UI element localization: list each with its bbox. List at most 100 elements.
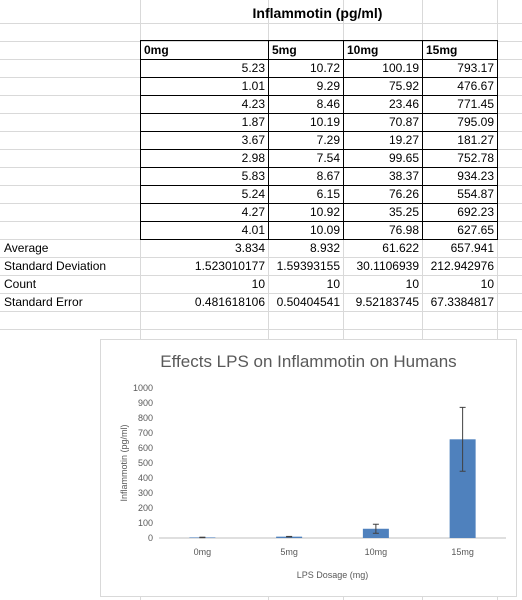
table-cell[interactable]: 4.27 [241,205,265,219]
stat-cell[interactable]: 9.52183745 [355,295,419,309]
table-cell[interactable]: 10.72 [309,61,340,75]
y-tick-label: 300 [138,488,153,498]
stat-cell[interactable]: 0.50404541 [276,295,340,309]
table-border [140,167,498,168]
stat-cell[interactable]: 657.941 [450,241,494,255]
table-cell[interactable]: 75.92 [388,79,419,93]
table-cell[interactable]: 35.25 [388,205,419,219]
stat-cell[interactable]: 10 [480,277,494,291]
table-cell[interactable]: 627.65 [457,223,494,237]
gridline [0,257,522,258]
table-cell[interactable]: 554.87 [457,187,494,201]
stat-cell[interactable]: 8.932 [309,241,340,255]
table-cell[interactable]: 70.87 [388,115,419,129]
stat-cell[interactable]: 1.59393155 [276,259,340,273]
column-header-15mg[interactable]: 15mg [426,43,458,57]
table-cell[interactable]: 5.83 [241,169,265,183]
table-cell[interactable]: 3.67 [241,133,265,147]
table-cell[interactable]: 76.98 [388,223,419,237]
table-border [140,185,498,186]
y-tick-label: 0 [148,533,153,543]
table-border [140,40,498,41]
table-cell[interactable]: 19.27 [388,133,419,147]
stat-label[interactable]: Average [4,241,49,255]
table-cell[interactable]: 10.92 [309,205,340,219]
table-cell[interactable]: 9.29 [316,79,340,93]
table-cell[interactable]: 8.67 [316,169,340,183]
table-cell[interactable]: 771.45 [457,97,494,111]
table-cell[interactable]: 10.19 [309,115,340,129]
table-cell[interactable]: 99.65 [388,151,419,165]
table-border [140,40,141,240]
table-cell[interactable]: 476.67 [457,79,494,93]
table-border [140,239,498,240]
table-cell[interactable]: 100.19 [382,61,419,75]
stat-cell[interactable]: 30.1106939 [356,259,419,273]
stat-cell[interactable]: 3.834 [234,241,265,255]
chart-title: Effects LPS on Inflammotin on Humans [160,352,457,371]
y-tick-label: 800 [138,413,153,423]
table-border [140,95,498,96]
gridline [0,329,522,330]
table-border [140,149,498,150]
table-cell[interactable]: 5.24 [241,187,265,201]
table-cell[interactable]: 1.01 [241,79,265,93]
gridline [422,0,423,600]
stat-cell[interactable]: 67.3384817 [430,295,494,309]
sheet-title[interactable]: Inflammotin (pg/ml) [252,5,383,21]
column-header-0mg[interactable]: 0mg [144,43,169,57]
stat-cell[interactable]: 10 [326,277,340,291]
gridline [343,0,344,600]
stat-cell[interactable]: 1.523010177 [194,259,265,273]
bar-chart-svg: 0 100 200 300 400 500 600 700 800 900 1000 0mg 5mg 10… [119,383,506,580]
stat-cell[interactable]: 61.622 [382,241,419,255]
table-cell[interactable]: 10.09 [309,223,340,237]
table-border [343,40,344,240]
table-cell[interactable]: 934.23 [457,169,494,183]
table-cell[interactable]: 4.23 [241,97,265,111]
x-axis-title: LPS Dosage (mg) [297,570,369,580]
gridline [0,23,522,24]
table-border [497,40,498,240]
stat-cell[interactable]: 10 [251,277,265,291]
table-cell[interactable]: 181.27 [457,133,494,147]
column-header-10mg[interactable]: 10mg [347,43,379,57]
stat-label[interactable]: Count [4,277,37,291]
stat-label[interactable]: Standard Error [4,295,83,309]
table-border [140,203,498,204]
stat-cell[interactable]: 10 [405,277,419,291]
y-tick-label: 500 [138,458,153,468]
stat-cell[interactable]: 0.481618106 [194,295,265,309]
stat-cell[interactable]: 212.942976 [430,259,494,273]
table-cell[interactable]: 7.54 [316,151,340,165]
table-cell[interactable]: 793.17 [457,61,494,75]
y-axis-title: Inflammotin (pg/ml) [119,424,129,501]
gridline [0,41,522,42]
table-cell[interactable]: 23.46 [388,97,419,111]
gridline [0,293,522,294]
table-border [140,113,498,114]
column-header-5mg[interactable]: 5mg [272,43,297,57]
table-cell[interactable]: 1.87 [241,115,265,129]
x-tick-label: 10mg [365,547,388,557]
y-tick-label: 700 [138,428,153,438]
table-border [268,40,269,240]
chart[interactable]: Effects LPS on Inflammotin on Humans 0 10… [100,339,517,597]
table-cell[interactable]: 7.29 [316,133,340,147]
table-cell[interactable]: 76.26 [388,187,419,201]
table-cell[interactable]: 752.78 [457,151,494,165]
x-tick-label: 5mg [280,547,298,557]
stat-label[interactable]: Standard Deviation [4,259,107,273]
table-cell[interactable]: 38.37 [388,169,419,183]
table-cell[interactable]: 692.23 [457,205,494,219]
table-cell[interactable]: 2.98 [241,151,265,165]
table-cell[interactable]: 795.09 [457,115,494,129]
table-cell[interactable]: 4.01 [241,223,265,237]
table-cell[interactable]: 8.46 [316,97,340,111]
table-border [140,59,498,60]
gridline [497,0,498,600]
gridline [0,275,522,276]
table-cell[interactable]: 6.15 [316,187,340,201]
table-cell[interactable]: 5.23 [241,61,265,75]
y-tick-label: 100 [138,518,153,528]
